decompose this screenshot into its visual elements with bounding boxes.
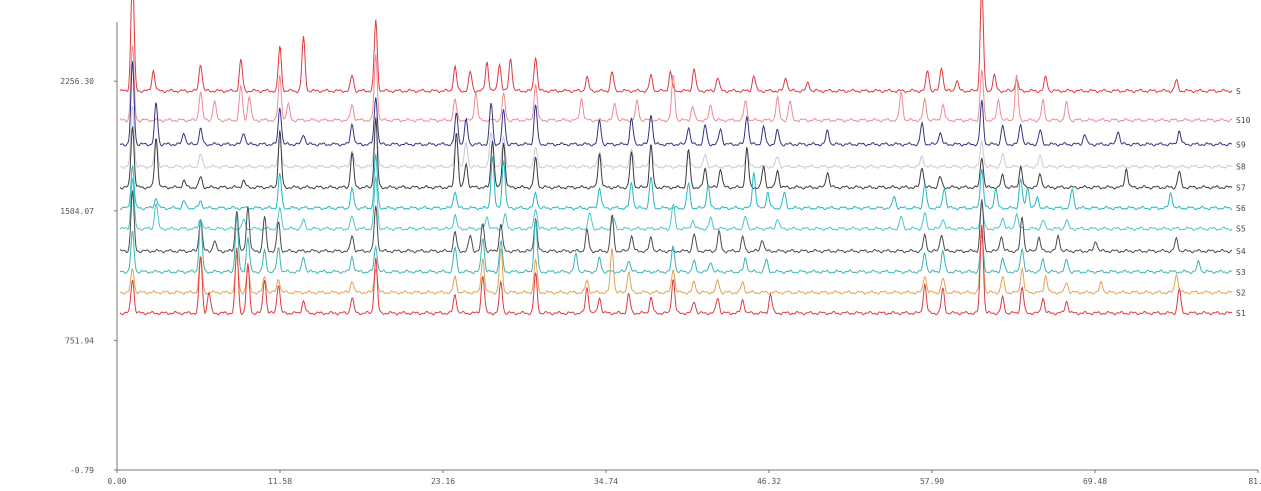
- traces: S S10 S9 S8 S7 S6 S5 S4 S3 S2 S1: [119, 0, 1251, 318]
- trace-s5: [119, 176, 1233, 231]
- series-label-s: S: [1236, 87, 1241, 96]
- y-tick-labels: -0.79 751.94 1504.07 2256.30: [60, 77, 117, 475]
- series-label-s10: S10: [1236, 116, 1251, 125]
- series-label-s3: S3: [1236, 268, 1246, 277]
- series-label-s2: S2: [1236, 288, 1246, 297]
- series-label-s4: S4: [1236, 247, 1246, 256]
- x-tick-label: 57.90: [920, 477, 944, 486]
- axes: [116, 22, 1258, 471]
- trace-s9: [119, 61, 1232, 147]
- x-tick-label: 69.48: [1083, 477, 1107, 486]
- x-tick-label: 11.58: [268, 477, 292, 486]
- trace-s10: [119, 45, 1233, 123]
- trace-s6: [119, 153, 1233, 211]
- series-label-s8: S8: [1236, 163, 1246, 172]
- y-tick-label: 2256.30: [60, 77, 94, 86]
- x-tick-label: 34.74: [594, 477, 618, 486]
- trace-s8: [119, 105, 1233, 169]
- x-tick-label: 81.0: [1248, 477, 1261, 486]
- x-tick-label: 0.00: [107, 477, 126, 486]
- series-label-s5: S5: [1236, 225, 1246, 234]
- x-tick-label: 23.16: [431, 477, 455, 486]
- x-tick-label: 46.32: [757, 477, 781, 486]
- series-label-s1: S1: [1236, 309, 1246, 318]
- trace-s1: [119, 224, 1233, 316]
- y-tick-label: 1504.07: [60, 207, 94, 216]
- y-tick-label: 751.94: [65, 336, 94, 345]
- trace-s4: [119, 190, 1232, 254]
- y-tick-label: -0.79: [70, 466, 94, 475]
- x-tick-labels: 0.00 11.58 23.16 34.74 46.32 57.90 69.48 81.0: [107, 470, 1261, 486]
- trace-s: [119, 0, 1233, 94]
- series-label-s6: S6: [1236, 204, 1246, 213]
- series-label-s7: S7: [1236, 183, 1246, 192]
- trace-s2: [119, 226, 1233, 295]
- trace-s7: [119, 117, 1233, 190]
- series-label-s9: S9: [1236, 140, 1246, 149]
- trace-s3: [119, 216, 1233, 275]
